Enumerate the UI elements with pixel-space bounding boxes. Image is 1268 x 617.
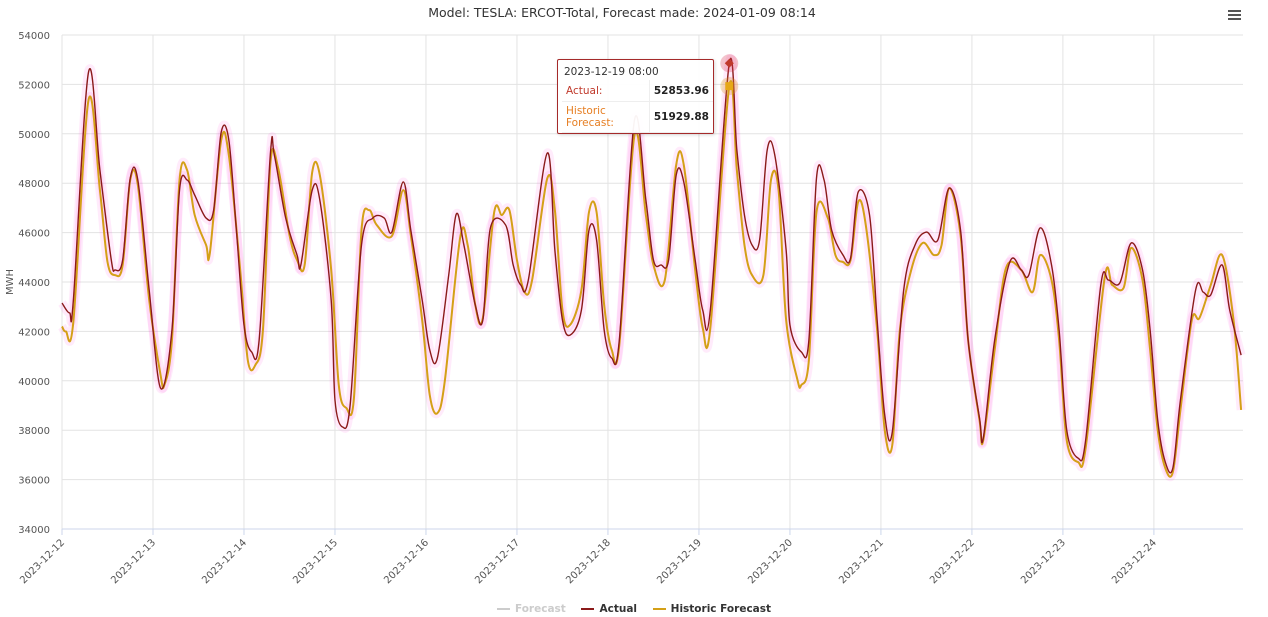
y-tick-label: 34000: [18, 525, 50, 536]
legend-item-historic-forecast[interactable]: Historic Forecast: [652, 603, 772, 615]
y-tick-label: 36000: [18, 476, 50, 487]
actual-point-marker: [724, 58, 734, 68]
chart-title: Model: TESLA: ERCOT-Total, Forecast made…: [428, 5, 816, 20]
x-tick-label: 2023-12-14: [200, 537, 249, 586]
y-tick-label: 40000: [18, 377, 50, 388]
y-axis: 34000 36000 38000 40000 42000 44000 46000 48000…: [18, 31, 50, 536]
legend-swatch: [652, 608, 666, 610]
tooltip-row-historic-forecast: Historic Forecast: 51929.88: [562, 101, 713, 133]
y-tick-label: 38000: [18, 426, 50, 437]
x-tick-label: 2023-12-12: [18, 537, 67, 586]
legend-label: Historic Forecast: [670, 603, 772, 615]
x-tick-label: 2023-12-24: [1110, 537, 1159, 586]
x-tick-label: 2023-12-18: [564, 537, 613, 586]
x-tick-label: 2023-12-17: [473, 537, 522, 586]
tooltip-value-historic-forecast: 51929.88: [648, 101, 713, 133]
x-tick-label: 2023-12-23: [1019, 537, 1068, 586]
hamburger-menu-icon[interactable]: [1226, 8, 1244, 24]
x-tick-label: 2023-12-19: [655, 537, 704, 586]
y-tick-label: 46000: [18, 229, 50, 240]
y-tick-label: 44000: [18, 278, 50, 289]
y-axis-title: MWH: [5, 269, 16, 295]
legend-item-actual[interactable]: Actual: [581, 603, 637, 615]
y-tick-label: 54000: [18, 31, 50, 42]
legend-label: Actual: [599, 603, 637, 615]
x-tick-label: 2023-12-21: [837, 537, 886, 586]
tooltip-label-actual: Actual:: [562, 80, 650, 102]
x-tick-label: 2023-12-16: [382, 537, 431, 586]
tooltip-label-historic-forecast: Historic Forecast:: [562, 101, 650, 133]
tooltip-row-actual: Actual: 52853.96: [562, 80, 713, 102]
x-tick-label: 2023-12-20: [746, 537, 795, 586]
y-tick-label: 42000: [18, 327, 50, 338]
hover-markers: [720, 54, 739, 96]
legend-item-forecast[interactable]: Forecast: [496, 603, 566, 615]
tooltip-value-actual: 52853.96: [648, 80, 713, 102]
x-tick-label: 2023-12-15: [291, 537, 340, 586]
x-tick-label: 2023-12-22: [928, 537, 977, 586]
historic-forecast-point-marker: [725, 82, 734, 91]
y-tick-label: 48000: [18, 179, 50, 190]
legend-label: Forecast: [514, 603, 566, 615]
y-tick-label: 50000: [18, 130, 50, 141]
tooltip-time: 2023-12-19 08:00: [564, 66, 659, 78]
y-tick-label: 52000: [18, 80, 50, 91]
legend: Forecast Actual Historic Forecast: [0, 601, 1268, 615]
x-tick-label: 2023-12-13: [109, 537, 158, 586]
tooltip-table: Actual: 52853.96 Historic Forecast: 5192…: [562, 80, 713, 133]
tooltip: 2023-12-19 08:00 Actual: 52853.96 Histor…: [557, 59, 714, 134]
legend-swatch: [581, 608, 595, 610]
x-axis: 2023-12-12 2023-12-13 2023-12-14 2023-12-15…: [18, 528, 1243, 586]
legend-swatch: [496, 608, 510, 610]
